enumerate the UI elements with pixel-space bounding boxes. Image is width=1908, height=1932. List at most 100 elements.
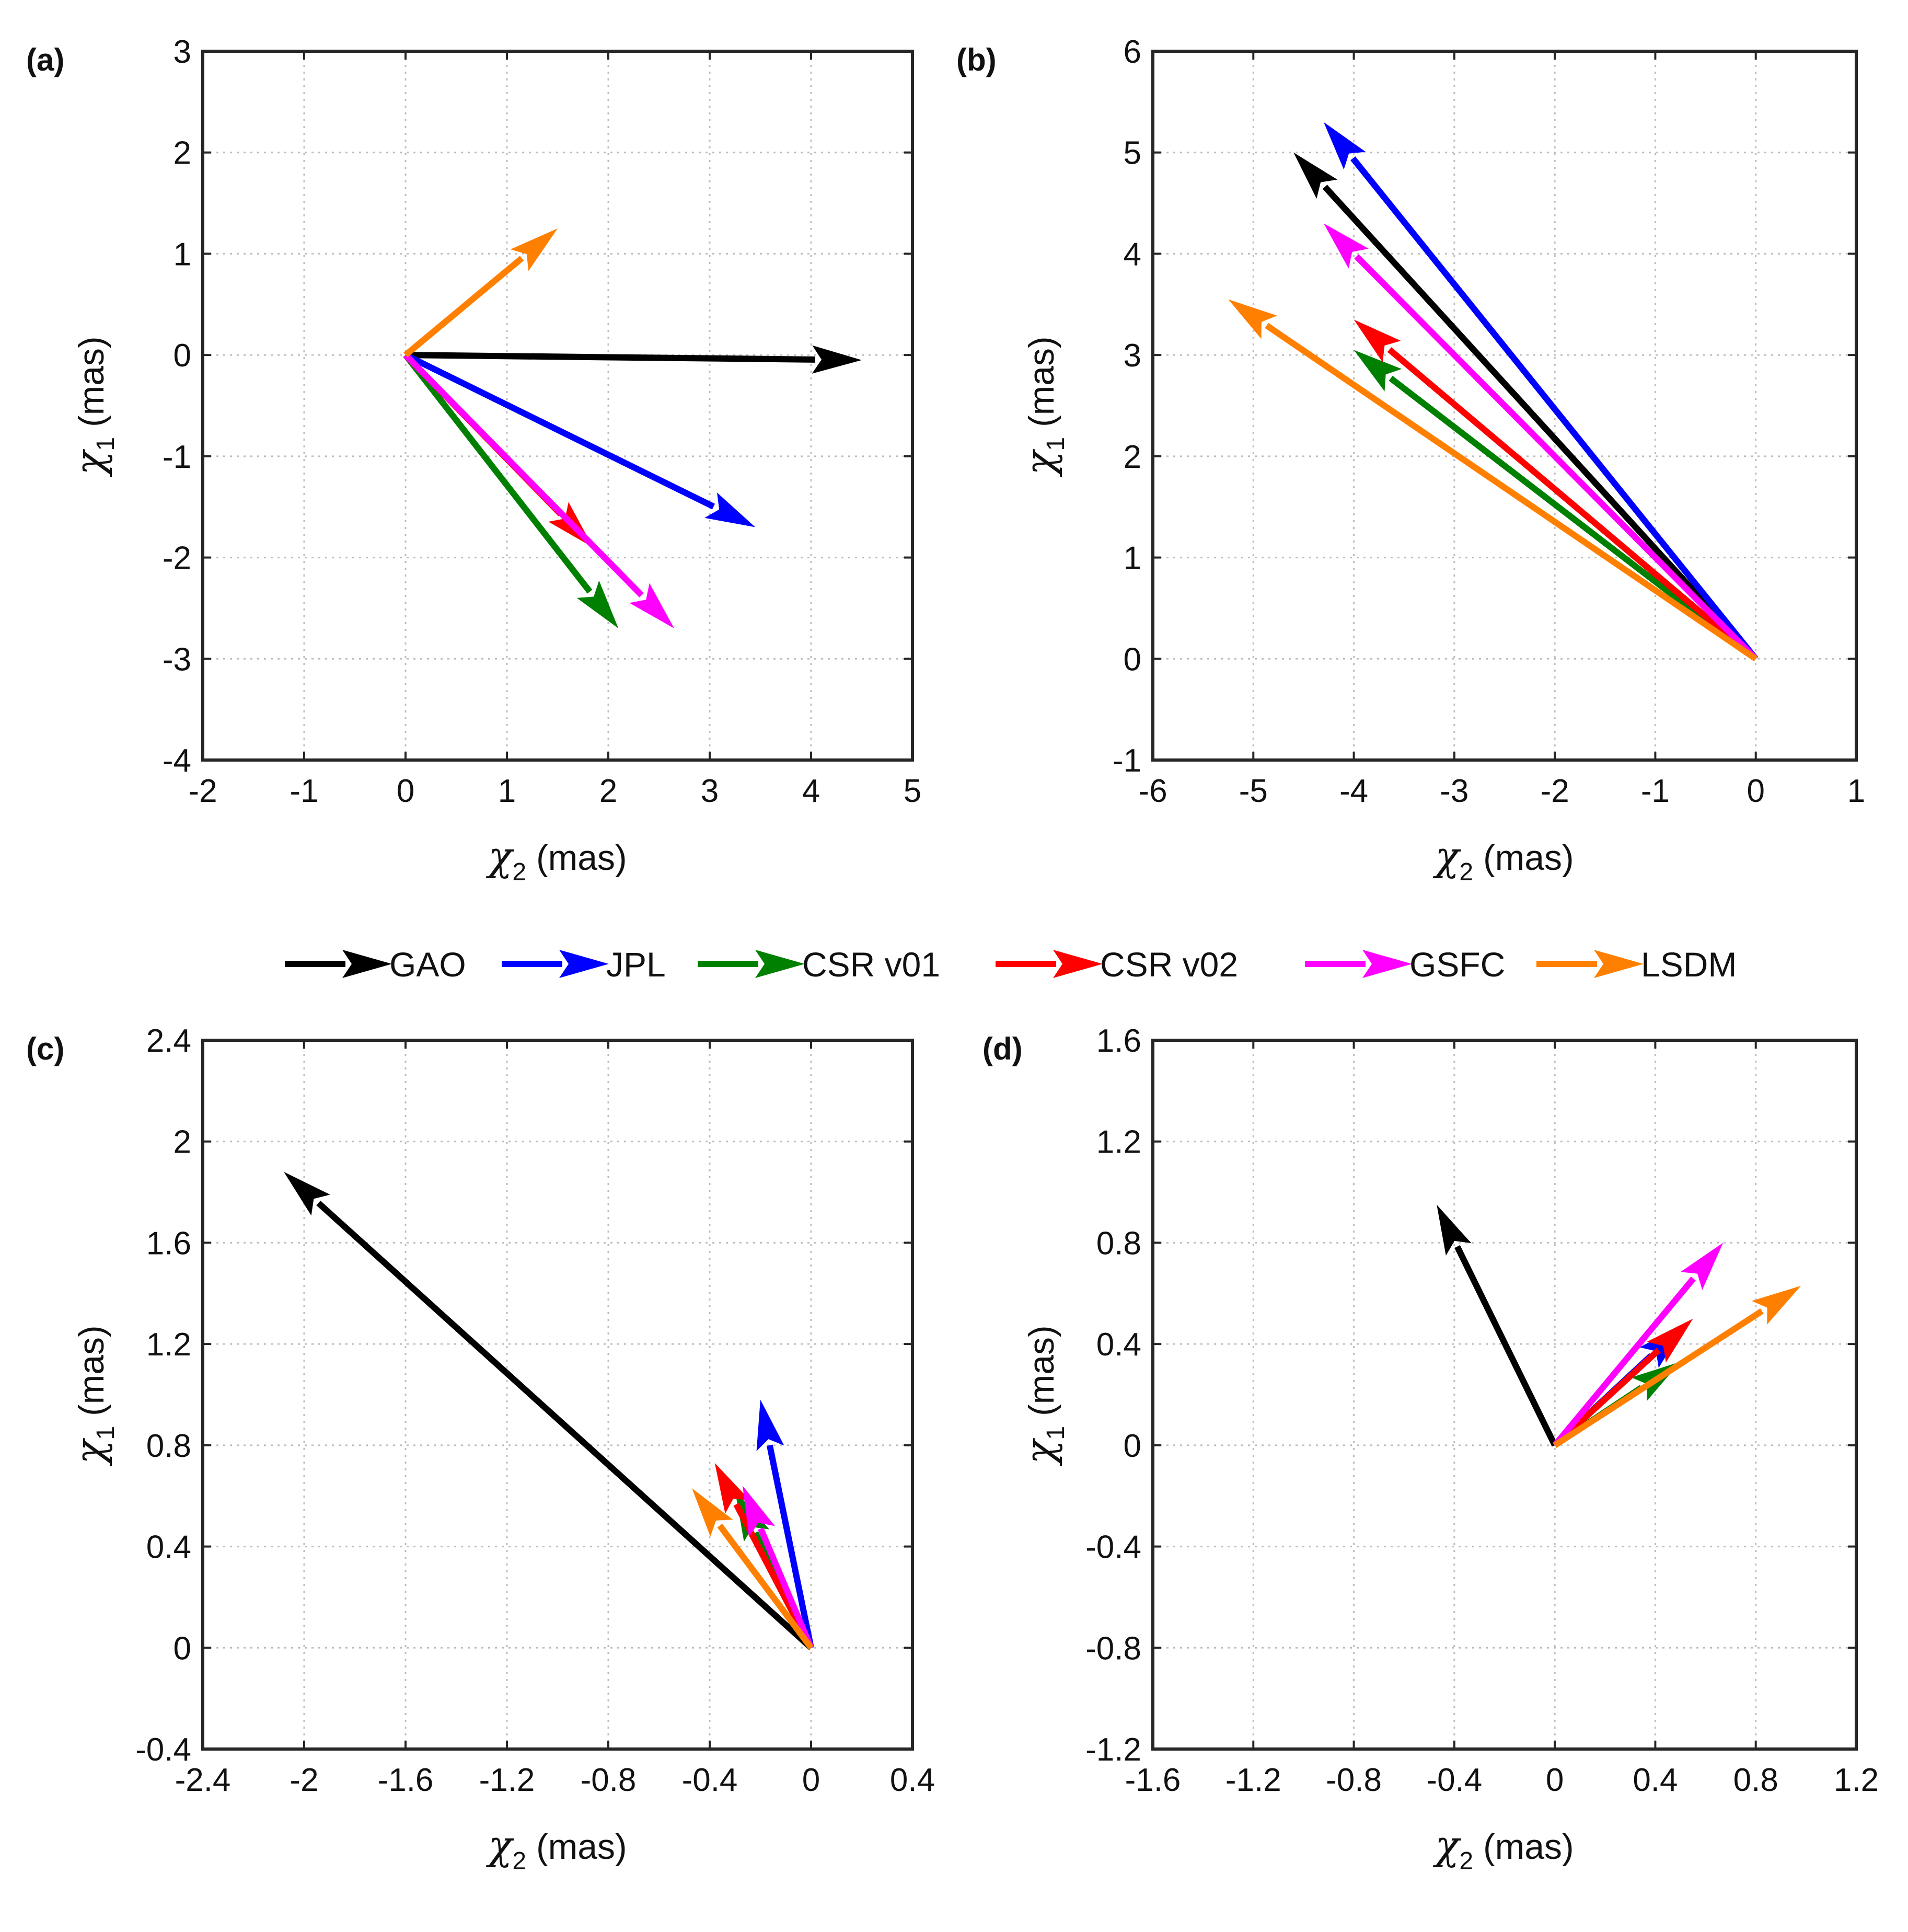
vector-gao (284, 1171, 814, 1650)
vector-gsfc (1552, 1243, 1724, 1447)
vector-gsfc (403, 352, 675, 629)
x-tick-label: -1 (290, 773, 318, 809)
legend-arrow-gsfc (1305, 950, 1412, 978)
y-tick-label: 2 (174, 135, 191, 171)
legend-item-csrv02: CSR v02 (996, 945, 1238, 984)
y-axis-label: χ1 (mas) (1016, 1325, 1070, 1466)
x-tick-label: -4 (1339, 773, 1368, 809)
y-tick-label: -2 (163, 540, 191, 577)
panel-label: (c) (26, 1031, 64, 1066)
x-tick-label: -2 (188, 773, 217, 809)
x-tick-label: -0.8 (1326, 1762, 1382, 1798)
x-tick-label: -3 (1440, 773, 1468, 809)
legend-item-lsdm: LSDM (1536, 945, 1737, 984)
x-tick-label: -0.4 (682, 1762, 738, 1798)
vector-lsdm (403, 228, 558, 358)
x-tick-label: -1.2 (1225, 1762, 1281, 1798)
y-tick-label: 2 (174, 1124, 191, 1160)
y-tick-label: -3 (163, 641, 191, 677)
x-tick-label: 5 (904, 773, 921, 809)
legend-arrow-lsdm (1536, 950, 1644, 978)
x-tick-label: -2 (290, 1762, 318, 1798)
y-tick-label: 0 (1124, 1428, 1141, 1464)
y-tick-label: -0.8 (1085, 1630, 1141, 1666)
legend-item-gao: GAO (285, 945, 466, 984)
panel-a: -2 -1 0 1 2 3 4 5 -4 -3 -2 -1 0 1 2 3 (a) χ2 (mas) χ1 (mas… (26, 34, 921, 886)
x-tick-label: -1.2 (479, 1762, 535, 1798)
vector-gao (1293, 152, 1759, 661)
legend-arrow-csrv02 (996, 950, 1103, 978)
vector-csrv02 (1553, 1318, 1693, 1448)
vector-gsfc (1323, 223, 1758, 661)
y-axis-label: χ1 (mas) (66, 1325, 120, 1466)
x-tick-label: -1.6 (378, 1762, 434, 1798)
x-tick-label: 1 (498, 773, 516, 809)
y-tick-label: -0.4 (135, 1732, 191, 1768)
vector-gsfc (743, 1486, 814, 1649)
panel-c: -2.4 -2 -1.6 -1.2 -0.8 -0.4 0 0.4 -0.4 0 0.4 0.8 1.2… (26, 1023, 935, 1875)
y-tick-label: 1.6 (146, 1225, 191, 1261)
vector-gao (405, 345, 862, 374)
vector-gao (1437, 1204, 1558, 1447)
x-tick-label: 2 (599, 773, 617, 809)
x-tick-label: 0 (1546, 1762, 1564, 1798)
legend-item-jpl: JPL (502, 945, 666, 984)
x-tick-label: 1.2 (1834, 1762, 1879, 1798)
vector-jpl (1323, 122, 1759, 661)
axes-frame (1151, 1039, 1858, 1751)
vector-lsdm (1228, 299, 1758, 662)
legend: GAO JPL CSR v01 CSR v02 GSFC LSDM (285, 945, 1737, 984)
y-tick-label: 0 (1124, 641, 1141, 677)
vector-lsdm (692, 1488, 814, 1650)
panel-b: -6 -5 -4 -3 -2 -1 0 1 -1 0 1 2 3 4 5 6 (b) χ2 (mas) χ1 (ma… (956, 34, 1865, 886)
y-tick-label: 1 (1124, 540, 1141, 577)
vector-lsdm (1553, 1285, 1801, 1448)
x-tick-label: 0.8 (1733, 1762, 1778, 1798)
x-tick-label: 3 (701, 773, 719, 809)
panel-label: (a) (26, 42, 64, 77)
y-tick-label: 4 (1124, 236, 1141, 272)
y-tick-label: 2 (1124, 439, 1141, 475)
vector-jpl (404, 352, 756, 527)
vector-csrv02 (1354, 319, 1758, 661)
legend-label: CSR v02 (1100, 945, 1238, 984)
x-tick-label: -2.4 (175, 1762, 231, 1798)
y-tick-label: 1 (174, 236, 191, 272)
x-tick-label: -2 (1541, 773, 1569, 809)
vector-csrv01 (1354, 350, 1758, 662)
y-tick-label: 0 (174, 338, 191, 374)
panel-d: -1.6 -1.2 -0.8 -0.4 0 0.4 0.8 1.2-1.2-0.8-0.400… (982, 1023, 1879, 1875)
y-tick-label: 0.4 (146, 1530, 191, 1566)
x-tick-label: -5 (1239, 773, 1268, 809)
legend-label: JPL (606, 945, 666, 984)
x-tick-label: -1 (1641, 773, 1670, 809)
x-tick-label: 0 (802, 1762, 820, 1798)
y-axis-label: χ1 (mas) (1016, 336, 1070, 477)
x-tick-label: 0.4 (1633, 1762, 1678, 1798)
y-tick-label: 2.4 (146, 1023, 191, 1059)
x-tick-label: -0.8 (581, 1762, 637, 1798)
y-tick-label: 3 (174, 34, 191, 70)
x-tick-label: 1 (1847, 773, 1865, 809)
y-tick-label: 0.4 (1096, 1327, 1141, 1363)
axes-frame (201, 50, 914, 762)
x-axis-label: χ2 (mas) (485, 1822, 627, 1875)
vector-jpl (756, 1399, 814, 1649)
y-tick-label: 0.8 (146, 1428, 191, 1464)
legend-arrow-gao (285, 950, 392, 978)
x-tick-label: 4 (802, 773, 820, 809)
y-tick-label: 1.6 (1096, 1023, 1141, 1059)
vector-csrv01 (403, 353, 619, 629)
x-tick-label: 0.4 (890, 1762, 935, 1798)
y-tick-label: 1.2 (1096, 1124, 1141, 1160)
y-tick-label: 5 (1124, 135, 1141, 171)
legend-label: CSR v01 (802, 945, 940, 984)
axes-frame (1151, 50, 1858, 762)
x-tick-label: -6 (1138, 773, 1167, 809)
y-tick-label: 3 (1124, 338, 1141, 374)
y-axis-label: χ1 (mas) (66, 336, 120, 477)
y-tick-label: 0.8 (1096, 1225, 1141, 1261)
legend-label: LSDM (1641, 945, 1737, 984)
x-axis-label: χ2 (mas) (1432, 833, 1574, 886)
